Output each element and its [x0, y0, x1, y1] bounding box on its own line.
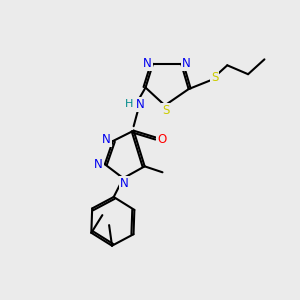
Text: N: N [102, 133, 111, 146]
Text: S: S [162, 104, 169, 117]
Text: N: N [120, 177, 129, 190]
Text: N: N [143, 57, 152, 70]
Text: N: N [136, 98, 145, 111]
Text: N: N [182, 57, 191, 70]
Text: O: O [157, 133, 167, 146]
Text: N: N [94, 158, 103, 171]
Text: H: H [125, 99, 134, 109]
Text: S: S [211, 71, 218, 84]
